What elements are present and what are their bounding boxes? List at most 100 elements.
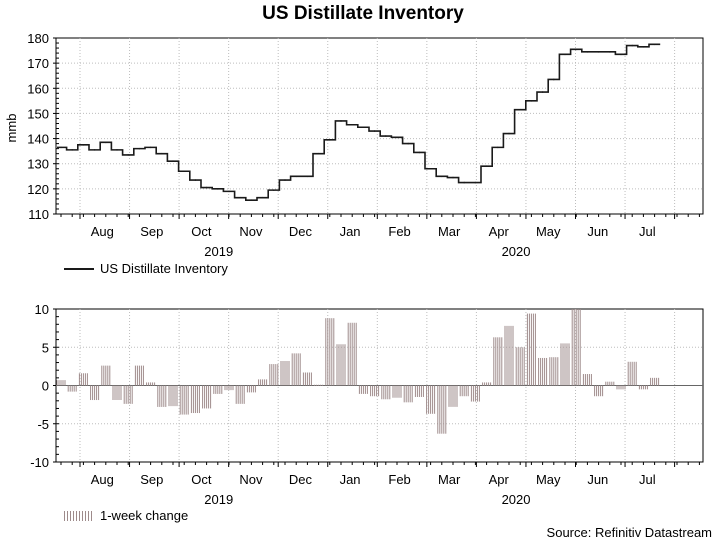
x-year-label: 2020 <box>502 492 531 507</box>
data-point <box>127 154 129 156</box>
source-note: Source: Refinitiv Datastream <box>546 525 712 540</box>
weekly-change-bar <box>381 385 391 400</box>
weekly-change-bar <box>56 380 66 386</box>
y-tick-label: 5 <box>42 340 49 355</box>
y-tick-label: 140 <box>27 132 49 147</box>
x-month-label: Jan <box>340 472 361 487</box>
data-point <box>329 139 331 141</box>
x-year-label: 2019 <box>204 492 233 507</box>
x-month-label: Jun <box>587 224 608 239</box>
weekly-change-bar <box>90 385 100 401</box>
x-month-label: Aug <box>91 472 114 487</box>
y-tick-label: -10 <box>30 455 49 470</box>
data-point <box>452 176 454 179</box>
x-month-label: Jul <box>639 472 656 487</box>
weekly-change-bar <box>347 322 357 386</box>
weekly-change-bar <box>146 382 156 386</box>
data-point <box>396 136 398 139</box>
x-month-label: Oct <box>191 472 212 487</box>
weekly-change-bar <box>325 318 335 386</box>
weekly-change-bar <box>504 325 514 386</box>
y-tick-label: 130 <box>27 157 49 172</box>
weekly-change-bar <box>358 385 368 394</box>
x-month-label: Sep <box>140 224 163 239</box>
data-point <box>295 175 298 178</box>
data-point <box>105 141 107 144</box>
data-point <box>149 146 152 149</box>
weekly-change-bar <box>414 385 424 397</box>
inventory-line <box>57 43 661 201</box>
line-legend-label: US Distillate Inventory <box>100 261 228 276</box>
weekly-change-bar <box>515 347 525 386</box>
weekly-change-bar <box>123 385 133 404</box>
data-point <box>172 160 174 162</box>
x-month-label: May <box>536 472 561 487</box>
x-month-label: Oct <box>191 224 212 239</box>
weekly-change-bar <box>437 385 447 434</box>
data-point <box>519 108 521 111</box>
data-point <box>407 142 410 145</box>
data-point <box>441 175 443 178</box>
data-point <box>138 147 141 150</box>
data-point <box>429 167 432 170</box>
data-point <box>71 149 73 151</box>
weekly-change-bar <box>470 385 480 402</box>
bar-legend-swatch <box>64 510 94 521</box>
data-point <box>620 53 622 56</box>
weekly-change-bar <box>627 361 637 386</box>
x-month-label: Jun <box>587 472 608 487</box>
data-point <box>239 196 241 199</box>
x-month-label: Nov <box>239 472 263 487</box>
x-year-label: 2019 <box>204 244 233 259</box>
weekly-change-bar <box>302 372 312 386</box>
x-month-label: Apr <box>489 472 510 487</box>
x-month-label: Jan <box>340 224 361 239</box>
data-point <box>161 152 163 155</box>
weekly-change-bar <box>78 373 88 386</box>
data-point <box>351 123 354 126</box>
data-point <box>586 51 589 53</box>
weekly-change-bar <box>269 364 279 386</box>
weekly-change-bar <box>448 385 458 407</box>
data-point <box>653 43 656 46</box>
data-point <box>250 199 253 201</box>
data-point <box>273 189 275 191</box>
data-point <box>463 181 466 184</box>
weekly-change-bar <box>112 385 122 401</box>
weekly-change-bar <box>459 385 469 397</box>
y-tick-label: 110 <box>28 207 49 222</box>
weekly-change-bar <box>650 377 660 386</box>
x-month-label: May <box>536 224 561 239</box>
x-month-label: Sep <box>140 472 163 487</box>
weekly-change-bar <box>571 309 581 386</box>
x-month-label: Dec <box>289 472 313 487</box>
y-tick-label: 10 <box>35 302 49 317</box>
data-point <box>564 53 566 56</box>
weekly-change-bar <box>493 337 503 386</box>
weekly-change-bar <box>616 385 626 390</box>
y-tick-label: 180 <box>27 31 49 46</box>
x-month-label: Aug <box>91 224 114 239</box>
data-point <box>541 91 544 93</box>
weekly-change-bar <box>582 374 592 386</box>
data-point <box>217 188 219 190</box>
weekly-change-bar <box>482 382 492 386</box>
weekly-change-bar <box>190 385 200 414</box>
y-tick-label: 0 <box>42 379 49 394</box>
data-point <box>340 120 342 122</box>
weekly-change-bar <box>179 385 189 415</box>
data-point <box>575 48 577 51</box>
chart-title: US Distillate Inventory <box>262 3 464 24</box>
data-point <box>183 170 185 173</box>
data-point <box>474 181 477 184</box>
data-point <box>60 146 62 149</box>
weekly-change-bar <box>246 385 256 393</box>
y-tick-label: 120 <box>27 182 49 197</box>
weekly-change-bar <box>370 385 380 397</box>
weekly-change-bar <box>605 381 615 386</box>
weekly-change-bar <box>538 357 548 386</box>
data-point <box>194 179 197 181</box>
data-point <box>497 146 499 149</box>
weekly-change-bar <box>157 385 167 407</box>
weekly-change-bar <box>202 385 212 409</box>
